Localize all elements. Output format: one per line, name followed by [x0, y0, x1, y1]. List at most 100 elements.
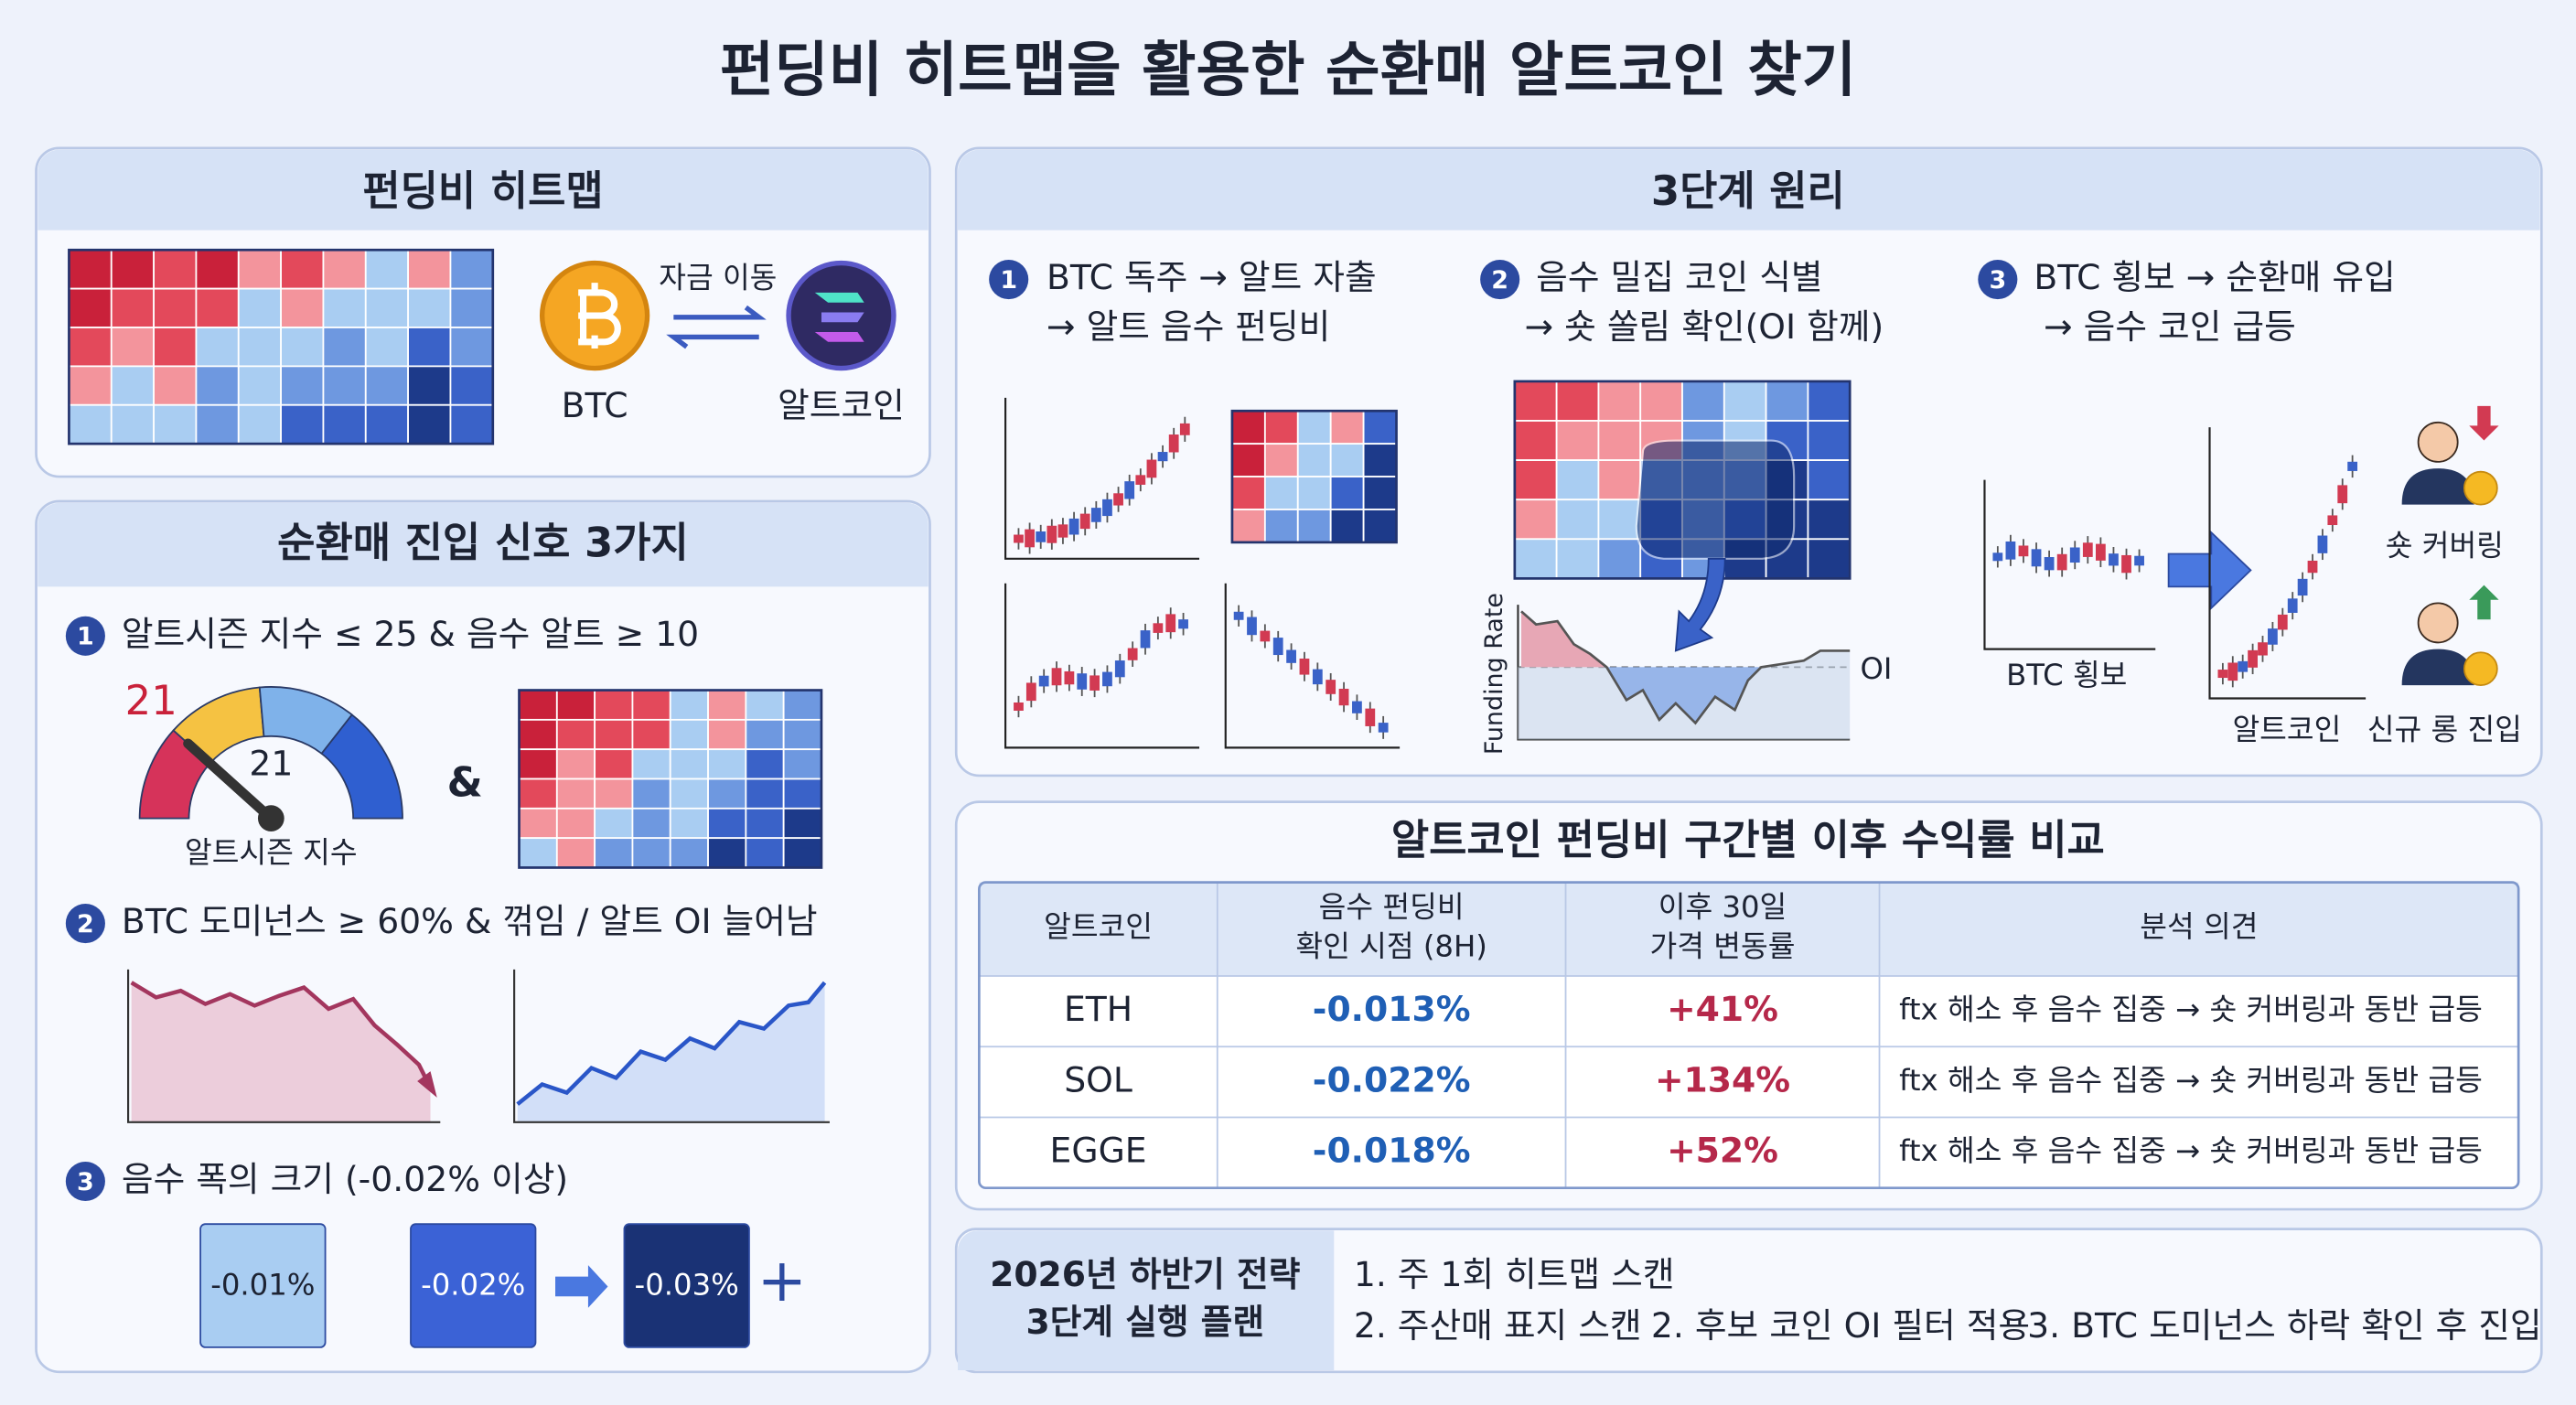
heat-cell — [237, 249, 282, 290]
candle — [1157, 452, 1168, 462]
heat-cell — [68, 249, 113, 290]
table-header-bg — [979, 882, 2519, 977]
heat-cell — [594, 718, 634, 751]
heat-cell — [364, 327, 410, 368]
heat-cell — [518, 689, 558, 721]
candle — [1077, 673, 1088, 690]
heat-cell — [407, 327, 452, 368]
label: 2. 후보 코인 OI 필터 적용 — [1651, 1305, 2030, 1346]
label: -0.013% — [1313, 989, 1471, 1029]
coin — [2463, 651, 2498, 687]
label: BTC 횡보 — [2006, 658, 2127, 692]
heat-cell — [745, 778, 785, 810]
cluster-highlight — [1635, 439, 1796, 560]
candle — [1378, 723, 1389, 733]
axis — [1983, 479, 2156, 650]
person-body — [2401, 468, 2474, 505]
heat-cell — [518, 718, 558, 751]
heat-cell — [110, 249, 155, 290]
heat-cell — [631, 718, 671, 751]
heat-cell — [782, 718, 822, 751]
heatmap-frame — [1513, 380, 1852, 580]
candle — [1127, 648, 1138, 660]
arrow-head — [417, 1071, 437, 1098]
candle — [2277, 614, 2288, 630]
label: -0.02% — [421, 1267, 525, 1302]
candle — [2005, 541, 2016, 560]
heat-cell — [1231, 410, 1266, 445]
heat-cell — [669, 689, 709, 721]
heat-cell — [1263, 443, 1299, 477]
label: ftx 해소 후 음수 집중 → 숏 커버링과 동반 급등 — [1899, 992, 2483, 1027]
heatmap — [68, 248, 495, 445]
candle — [2258, 642, 2268, 656]
heat-cell — [195, 327, 240, 368]
heat-cell — [669, 807, 709, 840]
heat-cell — [364, 365, 410, 406]
candle — [1124, 481, 1135, 499]
heat-cell — [1807, 538, 1852, 580]
sol-bar — [814, 332, 864, 342]
area — [517, 982, 825, 1122]
heat-cell — [280, 249, 325, 290]
heat-cell — [1329, 410, 1365, 445]
candle — [1299, 658, 1310, 675]
table-body-bg — [979, 976, 2519, 1188]
heatmap — [518, 689, 823, 869]
candle — [1068, 518, 1079, 535]
candle — [1365, 708, 1376, 726]
heat-cell — [153, 403, 198, 445]
heat-cell — [1296, 476, 1332, 510]
label: BTC 도미넌스 ≥ 60% & 꺾임 / 알트 OI 늘어남 — [122, 901, 818, 941]
candle — [2109, 553, 2119, 566]
heat-cell — [1597, 381, 1642, 422]
heat-cell — [745, 748, 785, 780]
heat-cell — [153, 287, 198, 328]
heat-cell — [407, 403, 452, 445]
step-badge — [1480, 260, 1520, 300]
heat-cell — [407, 287, 452, 328]
label: 자금 이동 — [659, 261, 777, 295]
heatmap-frame — [68, 248, 495, 445]
heat-cell — [1513, 459, 1558, 501]
candle — [2268, 628, 2278, 645]
heat-cell — [110, 403, 155, 445]
heat-cell — [1807, 420, 1852, 461]
heat-cell — [782, 807, 822, 840]
heat-cell — [669, 718, 709, 751]
label: 2 — [77, 910, 94, 938]
heat-cell — [153, 365, 198, 406]
label: -0.01% — [210, 1267, 315, 1302]
label: OI — [1860, 651, 1892, 686]
axis — [2208, 427, 2367, 700]
heat-cell — [745, 718, 785, 751]
axis — [127, 969, 441, 1123]
candle — [1135, 475, 1146, 485]
label: 2. 주산매 표지 스캔 — [1354, 1305, 1642, 1346]
candle — [1038, 675, 1049, 687]
label: 21 — [125, 676, 177, 724]
label: 3 — [1989, 266, 2006, 295]
area — [131, 982, 431, 1122]
heat-cell — [555, 718, 596, 751]
heat-cell — [594, 837, 634, 869]
trend-arrow — [2469, 585, 2499, 620]
heat-cell — [1296, 509, 1332, 543]
label: 순환매 진입 신호 3가지 — [277, 518, 689, 566]
step-badge — [65, 904, 105, 944]
candle — [1178, 619, 1188, 629]
label: EGGE — [1050, 1131, 1147, 1171]
heat-cell — [1513, 499, 1558, 541]
candle — [2317, 535, 2328, 553]
label: 가격 변동률 — [1650, 928, 1796, 963]
heat-cell — [1263, 476, 1299, 510]
heat-cell — [68, 365, 113, 406]
label: 분석 의견 — [2140, 909, 2258, 944]
candle — [1102, 499, 1112, 517]
heat-cell — [110, 327, 155, 368]
heat-cell — [68, 403, 113, 445]
label: 알트시즌 지수 — [185, 835, 358, 870]
heat-cell — [745, 837, 785, 869]
candle — [1247, 617, 1257, 636]
